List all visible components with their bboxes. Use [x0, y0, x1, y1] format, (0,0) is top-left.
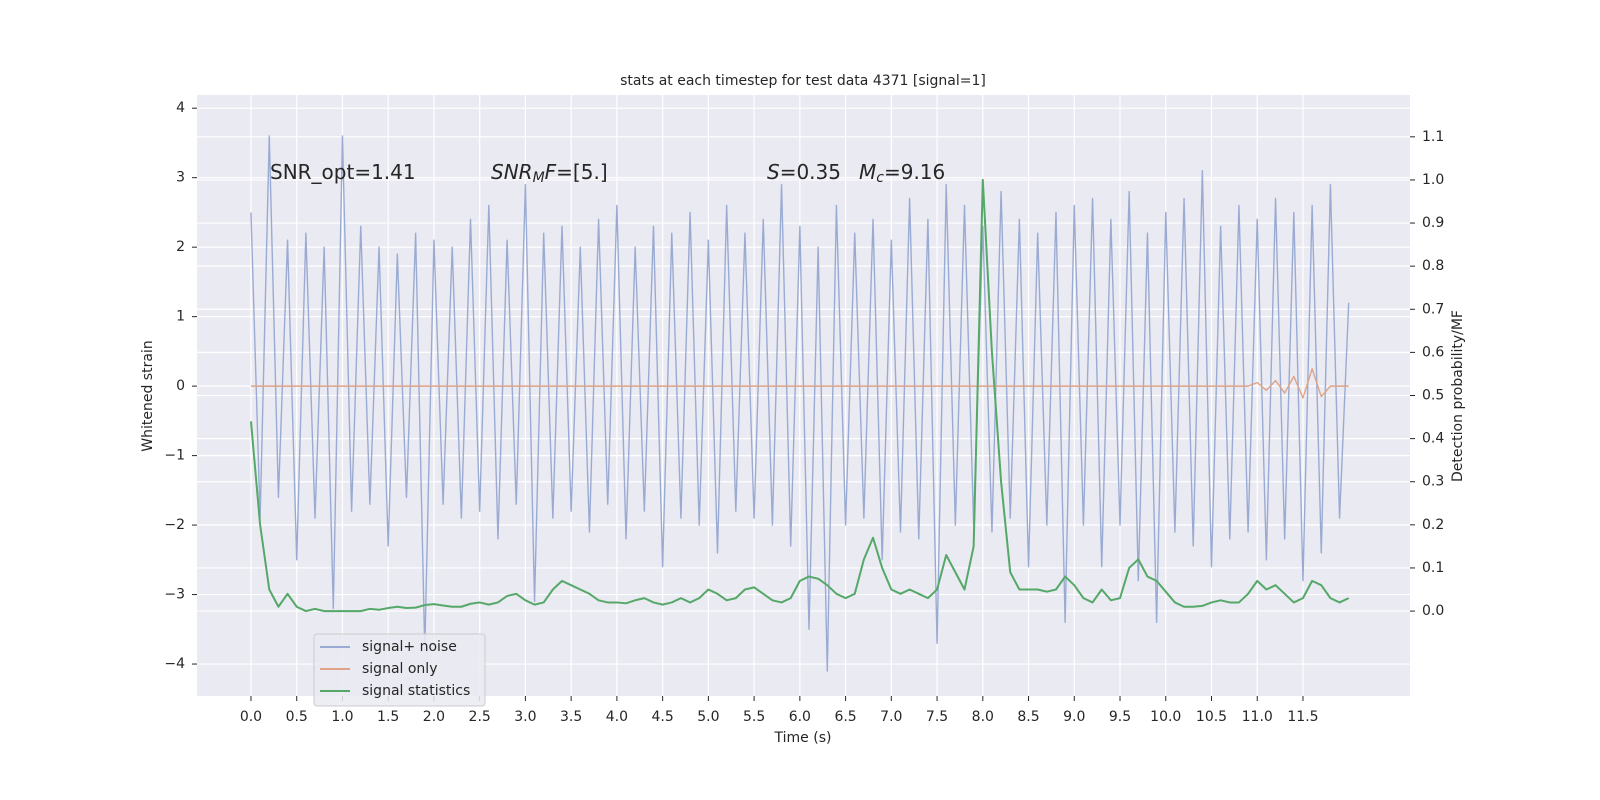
x-axis-label: Time (s) [774, 730, 832, 746]
x-tick-label: 9.5 [1109, 709, 1131, 725]
x-tick-label: 10.5 [1196, 709, 1227, 725]
x-tick-label: 11.0 [1242, 709, 1273, 725]
x-tick-label: 7.0 [880, 709, 902, 725]
x-tick-label: 1.5 [377, 709, 399, 725]
y2-tick-label: 1.1 [1422, 129, 1444, 145]
annotation: SNR_opt=1.41 [270, 160, 416, 184]
y2-tick-label: 0.5 [1422, 388, 1444, 404]
annotation: S=0.35 [767, 160, 841, 184]
y2-tick-label: 1.0 [1422, 172, 1444, 188]
annotation-part: SNR [491, 160, 533, 184]
x-tick-label: 8.0 [972, 709, 994, 725]
annotation-part: =[5.] [556, 160, 607, 184]
y-tick-label: 2 [176, 239, 185, 255]
x-tick-label: 11.5 [1287, 709, 1318, 725]
y-tick-label: 0 [176, 378, 185, 394]
annotation-part: M [859, 160, 876, 184]
y-tick-label: −2 [164, 517, 185, 533]
y-tick-label: −4 [164, 656, 185, 672]
annotation: SNRMF=[5.] [491, 160, 608, 187]
legend-box [313, 633, 486, 707]
y-tick-label: 4 [176, 100, 185, 116]
y-axis-label: Whitened strain [140, 340, 156, 451]
x-tick-label: 6.0 [789, 709, 811, 725]
y2-tick-label: 0.0 [1422, 603, 1444, 619]
x-tick-label: 4.5 [651, 709, 673, 725]
x-tick-label: 9.0 [1063, 709, 1085, 725]
x-tick-label: 2.0 [423, 709, 445, 725]
y2-tick-label: 0.9 [1422, 215, 1444, 231]
x-tick-label: 4.0 [606, 709, 628, 725]
annotation-part: =9.16 [884, 160, 945, 184]
x-tick-label: 1.0 [331, 709, 353, 725]
y2-tick-label: 0.2 [1422, 517, 1444, 533]
y-tick-label: 1 [176, 309, 185, 325]
annotation-part: S [767, 160, 780, 184]
x-tick-label: 5.5 [743, 709, 765, 725]
annotation-part: F [545, 160, 557, 184]
y2-tick-label: 0.8 [1422, 258, 1444, 274]
y2-axis-label: Detection probability/MF [1450, 310, 1466, 482]
x-tick-label: 0.0 [240, 709, 262, 725]
y-tick-label: 3 [176, 170, 185, 186]
y2-tick-label: 0.6 [1422, 344, 1444, 360]
y-tick-label: −1 [164, 448, 185, 464]
legend-label: signal+ noise [362, 639, 457, 655]
chart-title: stats at each timestep for test data 437… [620, 73, 986, 89]
series-line [250, 135, 1350, 672]
x-tick-label: 2.5 [469, 709, 491, 725]
x-tick-label: 8.5 [1017, 709, 1039, 725]
x-tick-label: 0.5 [286, 709, 308, 725]
legend-label: signal only [362, 661, 437, 677]
y-tick-label: −3 [164, 587, 185, 603]
x-tick-label: 6.5 [834, 709, 856, 725]
x-tick-label: 5.0 [697, 709, 719, 725]
y2-tick-label: 0.7 [1422, 301, 1444, 317]
series-line [249, 178, 1350, 613]
annotation: Mc=9.16 [859, 160, 945, 187]
annotation-part: SNR_opt=1.41 [270, 160, 416, 184]
series-line [250, 368, 1349, 399]
annotation-part: =0.35 [780, 160, 841, 184]
x-tick-label: 7.5 [926, 709, 948, 725]
annotation-part: c [876, 170, 884, 186]
y2-tick-label: 0.1 [1422, 560, 1444, 576]
x-tick-label: 10.0 [1150, 709, 1181, 725]
annotation-part: M [533, 170, 545, 186]
legend-label: signal statistics [362, 683, 470, 699]
y2-tick-label: 0.3 [1422, 474, 1444, 490]
x-tick-label: 3.0 [514, 709, 536, 725]
x-tick-label: 3.5 [560, 709, 582, 725]
y2-tick-label: 0.4 [1422, 431, 1444, 447]
